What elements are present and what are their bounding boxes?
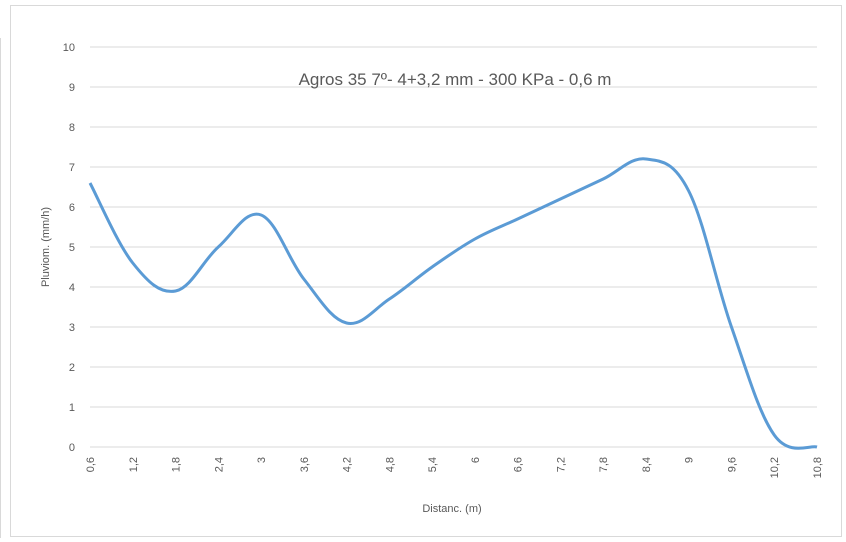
x-tick-label: 9,6 <box>726 457 738 472</box>
y-tick-label: 4 <box>69 282 75 294</box>
y-tick-label: 0 <box>69 442 75 454</box>
y-axis-label: Pluviom. (mm/h) <box>40 207 52 287</box>
y-tick-label: 7 <box>69 162 75 174</box>
gridlines <box>90 46 817 448</box>
x-tick-label: 7,8 <box>598 457 610 472</box>
x-axis-label: Distanc. (m) <box>422 503 481 515</box>
x-tick-label: 1,8 <box>171 457 183 472</box>
y-tick-label: 2 <box>69 362 75 374</box>
y-tick-label: 1 <box>69 402 75 414</box>
x-tick-label: 6,6 <box>513 457 525 472</box>
y-tick-label: 5 <box>69 242 75 254</box>
y-tick-label: 9 <box>69 82 75 94</box>
y-tick-label: 3 <box>69 322 75 334</box>
x-tick-labels: 0,6 1,2 1,8 2,4 3 3,6 4,2 4,8 5,4 6 6,6 7,2 7,8 8,4 9 9… <box>85 457 824 478</box>
x-tick-label: 6 <box>470 457 482 463</box>
x-tick-label: 4,2 <box>342 457 354 472</box>
x-tick-label: 1,2 <box>128 457 140 472</box>
left-edge-divider <box>0 38 1 538</box>
x-tick-label: 3,6 <box>299 457 311 472</box>
x-tick-label: 5,4 <box>427 457 439 472</box>
y-tick-label: 10 <box>63 42 75 54</box>
x-tick-label: 2,4 <box>213 457 225 472</box>
x-tick-label: 10,8 <box>812 457 824 478</box>
chart-title: Agros 35 7º- 4+3,2 mm - 300 KPa - 0,6 m <box>299 70 612 89</box>
y-tick-label: 6 <box>69 202 75 214</box>
x-tick-label: 10,2 <box>769 457 781 478</box>
x-tick-label: 8,4 <box>641 457 653 472</box>
y-tick-label: 8 <box>69 122 75 134</box>
series-lines <box>88 157 818 450</box>
x-tick-label: 0,6 <box>85 457 97 472</box>
series-line <box>88 157 818 450</box>
x-tick-label: 9 <box>684 457 696 463</box>
y-tick-labels: 0 1 2 3 4 5 6 7 8 9 10 <box>63 42 75 454</box>
x-tick-label: 4,8 <box>384 457 396 472</box>
x-tick-label: 3 <box>256 457 268 463</box>
x-tick-label: 7,2 <box>555 457 567 472</box>
